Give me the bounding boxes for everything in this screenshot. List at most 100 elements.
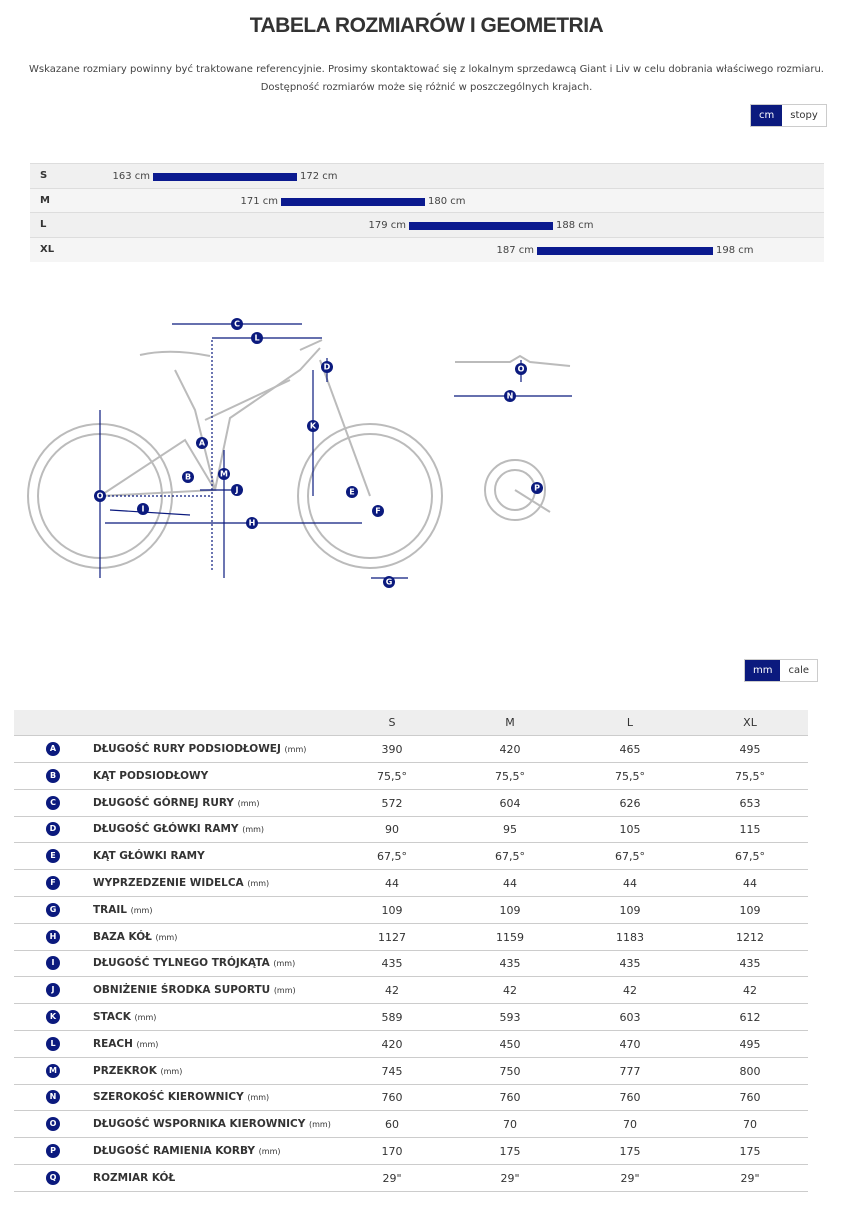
- unit-text: (mm): [242, 825, 265, 835]
- table-row: B KĄT PODSIODŁOWY 75,5° 75,5° 75,5° 75,5°: [14, 763, 808, 790]
- name-text: ROZMIAR KÓŁ: [93, 1171, 176, 1184]
- value-cell: 420: [499, 743, 521, 756]
- row-name: PRZEKROK (mm): [93, 1065, 182, 1077]
- value-cell: 435: [499, 957, 521, 971]
- label-circle: [246, 517, 258, 529]
- unit-toggle: cm stopy: [750, 104, 827, 127]
- diagram-letter: B: [185, 473, 191, 482]
- name-text: WYPRZEDZENIE WIDELCA: [93, 877, 244, 889]
- row-letter: Q: [46, 1170, 60, 1185]
- unit-text: (mm): [155, 932, 178, 942]
- value-cell: 67,5°: [495, 850, 525, 864]
- label-circle: [94, 490, 106, 502]
- geometry-diagram: A B C D E F G H I J K L M N O O P: [27, 318, 572, 588]
- range-max: 180 cm: [428, 195, 466, 207]
- range-bar: [537, 246, 713, 255]
- label-circle: [196, 437, 208, 449]
- row-letter: P: [46, 1144, 60, 1158]
- label-circle: [251, 332, 263, 344]
- name-text: DŁUGOŚĆ RAMIENIA KORBY: [93, 1145, 256, 1157]
- label-circle: [531, 482, 543, 494]
- table-row: J OBNIŻENIE ŚRODKA SUPORTU (mm) 42 42 42 42: [14, 977, 808, 1005]
- table-row: M PRZEKROK (mm) 745 750 777 800: [14, 1058, 808, 1085]
- column-header: L: [626, 716, 634, 729]
- diagram-letter: C: [234, 320, 240, 329]
- table-row: P DŁUGOŚĆ RAMIENIA KORBY (mm) 170 175 175 175: [14, 1138, 808, 1165]
- row-name: BAZA KÓŁ (mm): [93, 931, 177, 943]
- value-cell: 603: [619, 1011, 641, 1024]
- table-row: K STACK (mm) 589 593 603 612: [14, 1004, 808, 1031]
- name-text: DŁUGOŚĆ GÓRNEJ RURY: [93, 796, 234, 809]
- value-cell: 44: [743, 877, 757, 890]
- value-cell: 760: [381, 1091, 403, 1105]
- row-name: KĄT GŁÓWKI RAMY: [93, 850, 205, 862]
- value-cell: 67,5°: [377, 850, 407, 864]
- row-letter: F: [46, 876, 60, 890]
- row-letter: B: [46, 768, 60, 783]
- value-cell: 75,5°: [735, 769, 765, 783]
- range-bar: [153, 173, 297, 181]
- value-cell: 29": [500, 1171, 520, 1185]
- diagram-letter: H: [249, 519, 256, 528]
- diagram-letter: P: [534, 484, 540, 493]
- value-cell: 42: [743, 984, 757, 998]
- row-name: SZEROKOŚĆ KIEROWNICY (mm): [93, 1091, 269, 1103]
- unit-text: (mm): [130, 905, 153, 915]
- value-cell: 760: [739, 1091, 761, 1105]
- unit-text: (mm): [136, 1039, 159, 1049]
- label-circle: [346, 486, 358, 498]
- row-letter: E: [46, 849, 60, 864]
- unit-option[interactable]: cm: [751, 105, 783, 126]
- value-cell: 435: [619, 957, 641, 971]
- diagram-letter: O: [97, 492, 104, 501]
- label-circle: [383, 576, 395, 588]
- value-cell: 390: [381, 743, 403, 756]
- row-letter: K: [46, 1010, 60, 1024]
- row-letter: A: [46, 742, 60, 756]
- unit-option[interactable]: stopy: [782, 105, 826, 126]
- row-letter: I: [46, 956, 60, 971]
- table-header: S M L XL: [14, 710, 808, 736]
- value-cell: 44: [503, 877, 517, 890]
- table-row: F WYPRZEDZENIE WIDELCA (mm) 44 44 44 44: [14, 870, 808, 897]
- label-circle: [372, 505, 384, 517]
- value-cell: 90: [385, 823, 399, 837]
- size-label: S: [40, 170, 48, 181]
- value-cell: 760: [499, 1091, 521, 1105]
- range-min: 187 cm: [496, 244, 534, 256]
- row-name: STACK (mm): [93, 1011, 156, 1023]
- value-cell: 29": [382, 1171, 402, 1185]
- diagram-labels: A B C D E F G H I J K L M N O O P: [94, 318, 543, 588]
- row-name: DŁUGOŚĆ GŁÓWKI RAMY (mm): [93, 823, 264, 835]
- bike: [27, 339, 571, 569]
- unit-option[interactable]: mm: [745, 660, 781, 681]
- value-cell: 105: [619, 823, 641, 837]
- size-row: S 163 cm 172 cm: [30, 163, 824, 188]
- table-row: A DŁUGOŚĆ RURY PODSIODŁOWEJ (mm) 390 420 465…: [14, 736, 808, 763]
- size-label: XL: [40, 243, 55, 255]
- range-max: 188 cm: [556, 220, 594, 231]
- unit-text: (mm): [247, 879, 270, 888]
- value-cell: 1183: [616, 930, 644, 944]
- label-circle: [515, 363, 527, 375]
- value-cell: 626: [619, 796, 641, 810]
- name-text: OBNIŻENIE ŚRODKA SUPORTU: [93, 984, 271, 997]
- diagram-letter: L: [254, 334, 259, 343]
- value-cell: 109: [739, 903, 761, 917]
- value-cell: 44: [623, 877, 637, 890]
- row-letter: H: [46, 929, 60, 944]
- row-letter: J: [46, 983, 60, 998]
- range-min: 171 cm: [240, 195, 278, 207]
- value-cell: 589: [381, 1011, 403, 1024]
- column-header: M: [505, 716, 515, 729]
- row-name: DŁUGOŚĆ TYLNEGO TRÓJKĄTA (mm): [93, 957, 295, 969]
- range-max: 172 cm: [300, 171, 338, 182]
- value-cell: 175: [499, 1145, 521, 1158]
- label-circle: [307, 420, 319, 432]
- value-cell: 175: [739, 1145, 761, 1158]
- column-header: S: [388, 716, 396, 729]
- unit-option[interactable]: cale: [780, 660, 818, 681]
- value-cell: 60: [385, 1118, 399, 1132]
- value-cell: 29": [740, 1171, 760, 1185]
